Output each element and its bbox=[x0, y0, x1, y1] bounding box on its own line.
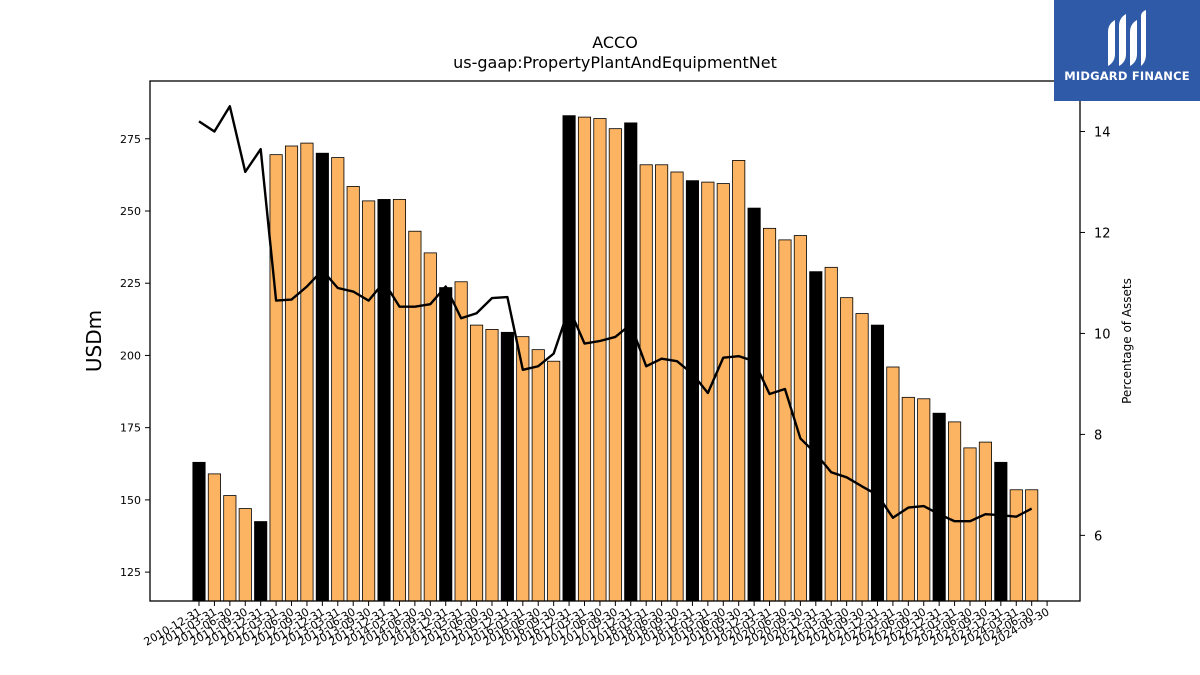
y-tick-label: 225 bbox=[120, 277, 141, 290]
bar-2023-06-30 bbox=[963, 447, 977, 602]
y-tick-label: 250 bbox=[120, 205, 141, 218]
brand-logo: MIDGARD FINANCE bbox=[1054, 0, 1200, 101]
bar-2012-09-30 bbox=[300, 142, 314, 602]
bar-2012-03-31 bbox=[269, 154, 283, 602]
bar-2011-09-30 bbox=[238, 508, 252, 602]
chart-title: ACCO bbox=[592, 33, 638, 52]
y-tick-label: 275 bbox=[120, 133, 141, 146]
axes-group: 125150175200225250275681012142010-12-312… bbox=[120, 80, 1111, 649]
bar-2016-12-31 bbox=[562, 115, 576, 602]
bar-2014-03-31 bbox=[392, 199, 407, 602]
bar-2012-12-31 bbox=[315, 152, 329, 602]
y-tick-label: 200 bbox=[120, 349, 141, 362]
y2-tick-label: 6 bbox=[1094, 529, 1102, 544]
bar-2020-12-31 bbox=[809, 271, 823, 602]
bar-2021-06-30 bbox=[840, 297, 854, 602]
percentage-line bbox=[198, 105, 1033, 523]
bar-2022-06-30 bbox=[901, 396, 915, 602]
bar-2024-03-31 bbox=[1009, 489, 1023, 602]
bar-2020-09-30 bbox=[793, 235, 807, 602]
bar-2021-12-31 bbox=[870, 324, 885, 602]
brand-mark-icon bbox=[1108, 10, 1146, 66]
bar-2017-09-30 bbox=[608, 128, 622, 602]
bar-2013-12-31 bbox=[377, 199, 391, 602]
bar-2021-09-30 bbox=[855, 313, 869, 602]
bar-2019-09-30 bbox=[732, 160, 746, 602]
bar-2016-03-31 bbox=[516, 336, 530, 602]
bars-group bbox=[192, 115, 1039, 602]
bar-2022-09-30 bbox=[917, 398, 931, 602]
bar-2011-03-31 bbox=[207, 473, 221, 602]
bar-2018-09-30 bbox=[670, 171, 684, 602]
bar-2015-12-31 bbox=[500, 331, 514, 602]
bar-2017-03-31 bbox=[577, 116, 592, 602]
y2-tick-label: 12 bbox=[1094, 226, 1111, 241]
bar-2012-06-30 bbox=[284, 145, 299, 602]
bar-2015-06-30 bbox=[470, 324, 484, 602]
bar-2018-06-30 bbox=[655, 164, 669, 602]
y2-tick-label: 10 bbox=[1094, 327, 1111, 342]
bar-2014-06-30 bbox=[408, 230, 422, 602]
y2-tick-label: 8 bbox=[1094, 428, 1102, 443]
bar-2014-12-31 bbox=[439, 287, 453, 602]
bar-2017-06-30 bbox=[593, 118, 607, 602]
bar-2010-12-31 bbox=[192, 461, 206, 602]
bar-2021-03-31 bbox=[824, 266, 838, 602]
brand-name: MIDGARD FINANCE bbox=[1064, 69, 1190, 83]
y2-axis-label: Percentage of Assets bbox=[1120, 278, 1134, 404]
line-group bbox=[198, 105, 1033, 523]
chart-subtitle: us-gaap:PropertyPlantAndEquipmentNet bbox=[453, 53, 777, 72]
bar-2016-09-30 bbox=[547, 360, 561, 602]
y-tick-label: 150 bbox=[120, 494, 141, 507]
bar-2015-03-31 bbox=[454, 281, 468, 602]
bar-2022-03-31 bbox=[886, 366, 900, 602]
bar-2022-12-31 bbox=[932, 412, 946, 602]
bar-2011-12-31 bbox=[254, 521, 268, 602]
bar-2023-12-31 bbox=[994, 461, 1008, 602]
bar-2023-09-30 bbox=[978, 441, 992, 602]
y2-tick-label: 14 bbox=[1094, 125, 1111, 140]
bar-2020-06-30 bbox=[778, 239, 792, 602]
bar-2019-06-30 bbox=[716, 183, 730, 602]
bar-2016-06-30 bbox=[531, 349, 545, 602]
bar-2018-12-31 bbox=[685, 180, 699, 602]
y-tick-label: 175 bbox=[120, 422, 141, 435]
bar-2011-06-30 bbox=[223, 495, 237, 602]
bar-2020-03-31 bbox=[762, 227, 777, 602]
bar-2023-03-31 bbox=[948, 421, 962, 602]
y-axis-label: USDm bbox=[82, 310, 106, 372]
bar-2013-06-30 bbox=[346, 186, 360, 602]
bar-2013-09-30 bbox=[362, 200, 376, 602]
bar-2013-03-31 bbox=[331, 157, 345, 602]
bar-2019-12-31 bbox=[747, 207, 761, 602]
bar-2024-06-30 bbox=[1025, 489, 1039, 602]
bar-2018-03-31 bbox=[639, 164, 653, 602]
bar-2017-12-31 bbox=[624, 122, 638, 602]
bar-2015-09-30 bbox=[485, 329, 499, 602]
y-tick-label: 125 bbox=[120, 566, 141, 579]
